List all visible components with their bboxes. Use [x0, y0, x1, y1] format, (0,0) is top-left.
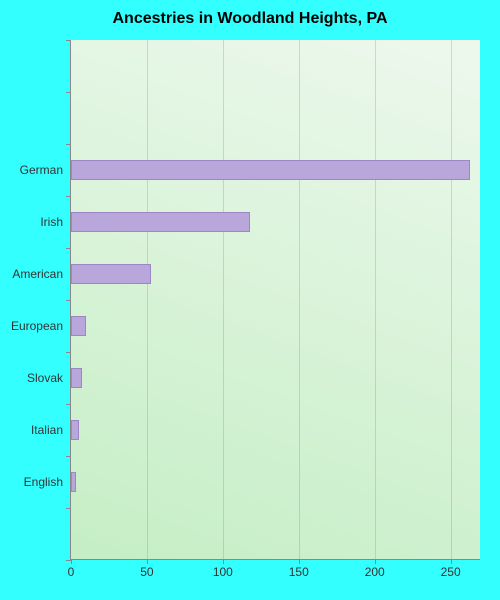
xtick	[223, 559, 224, 564]
ytick	[66, 456, 71, 457]
xtick	[147, 559, 148, 564]
xtick-label: 200	[365, 565, 385, 579]
bar	[71, 160, 470, 180]
category-label: Slovak	[27, 371, 63, 385]
ytick	[66, 144, 71, 145]
ytick	[66, 92, 71, 93]
xtick	[299, 559, 300, 564]
plot-area: 050100150200250GermanIrishAmericanEurope…	[70, 40, 480, 560]
category-label: American	[12, 267, 63, 281]
xtick	[375, 559, 376, 564]
gridline	[451, 40, 452, 559]
xtick	[71, 559, 72, 564]
xtick-label: 100	[213, 565, 233, 579]
bar	[71, 264, 151, 284]
chart-canvas: Ancestries in Woodland Heights, PA City-…	[0, 0, 500, 600]
bar	[71, 420, 79, 440]
xtick	[451, 559, 452, 564]
gridline	[375, 40, 376, 559]
ytick	[66, 560, 71, 561]
ytick	[66, 248, 71, 249]
xtick-label: 50	[140, 565, 153, 579]
category-label: Italian	[31, 423, 63, 437]
category-label: English	[24, 475, 63, 489]
category-label: European	[11, 319, 63, 333]
ytick	[66, 404, 71, 405]
gridline	[147, 40, 148, 559]
bar	[71, 212, 250, 232]
gridline	[223, 40, 224, 559]
gridline	[299, 40, 300, 559]
xtick-label: 0	[68, 565, 75, 579]
ytick	[66, 40, 71, 41]
xtick-label: 150	[289, 565, 309, 579]
bar	[71, 368, 82, 388]
ytick	[66, 196, 71, 197]
ytick	[66, 300, 71, 301]
chart-title: Ancestries in Woodland Heights, PA	[0, 10, 500, 28]
xtick-label: 250	[441, 565, 461, 579]
bar	[71, 472, 76, 492]
ytick	[66, 352, 71, 353]
ytick	[66, 508, 71, 509]
bar	[71, 316, 86, 336]
category-label: Irish	[40, 215, 63, 229]
category-label: German	[20, 163, 63, 177]
